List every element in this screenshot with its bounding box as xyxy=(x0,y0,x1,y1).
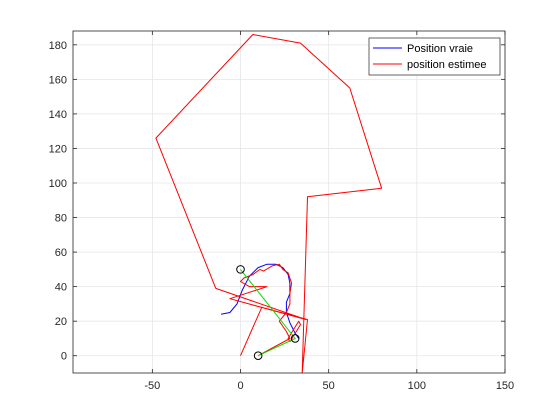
series-line-2 xyxy=(287,320,301,343)
series-line-1 xyxy=(155,34,383,374)
x-tick-label: -50 xyxy=(144,380,160,392)
y-tick-label: 40 xyxy=(55,282,67,294)
legend-label-estimated: position estimee xyxy=(407,59,487,71)
y-tick-label: 100 xyxy=(49,178,67,190)
plot-area xyxy=(73,31,505,373)
axes-box xyxy=(72,30,506,374)
legend: Position vraie position estimee xyxy=(368,37,501,76)
marker-layer xyxy=(236,265,300,361)
series-line-0 xyxy=(220,263,300,339)
y-tick-label: 180 xyxy=(49,40,67,52)
y-tick-label: 60 xyxy=(55,247,67,259)
ticks: -50 0 50 100 150 0 20 40 60 80 100 120 140 160 180 xyxy=(49,31,514,392)
x-tick-label: 50 xyxy=(323,380,335,392)
landmark-marker xyxy=(236,265,245,274)
landmark-marker xyxy=(253,351,263,361)
series-layer xyxy=(155,34,383,374)
y-tick-label: 120 xyxy=(49,143,67,155)
x-tick-label: 0 xyxy=(237,380,243,392)
y-tick-label: 0 xyxy=(61,351,67,363)
legend-box xyxy=(368,37,501,76)
y-tick-label: 160 xyxy=(49,74,67,86)
y-tick-label: 80 xyxy=(55,213,67,225)
y-tick-label: 140 xyxy=(49,109,67,121)
landmark-marker xyxy=(290,334,300,343)
series-line-3 xyxy=(240,269,296,357)
y-tick-label: 20 xyxy=(55,316,67,328)
x-tick-label: 100 xyxy=(408,380,426,392)
x-tick-label: 150 xyxy=(496,380,514,392)
legend-label-true: Position vraie xyxy=(407,43,473,55)
